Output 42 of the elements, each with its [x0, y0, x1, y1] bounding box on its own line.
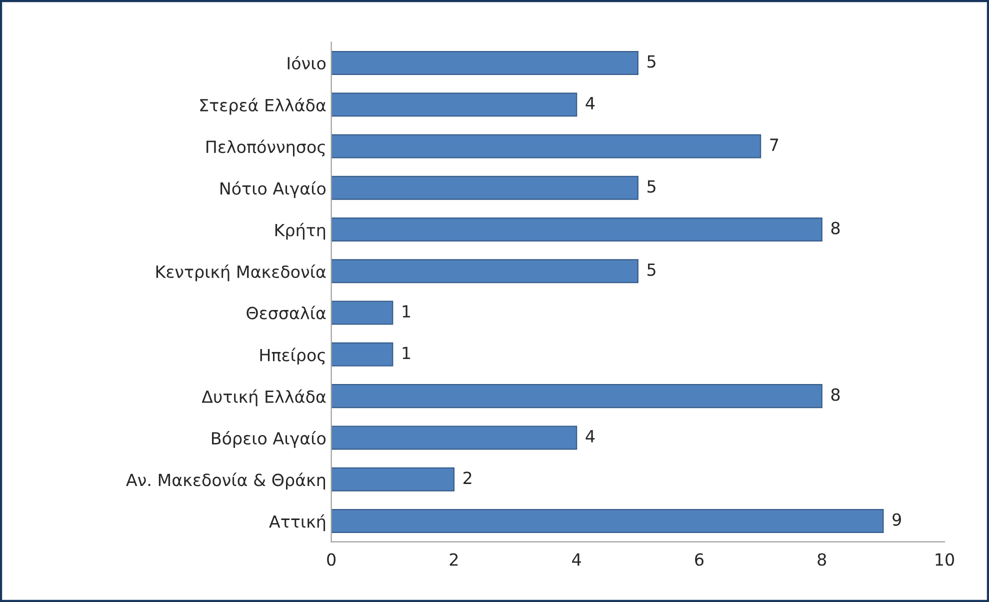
bar	[331, 218, 822, 242]
data-label: 5	[648, 264, 656, 276]
bar	[331, 92, 578, 117]
x-tick-label: 0	[327, 553, 336, 566]
y-tick-label: Στερεά Ελλάδα	[200, 98, 326, 115]
y-tick-label: Κρήτη	[275, 222, 326, 240]
bar	[331, 467, 455, 492]
x-tick-label: 8	[818, 553, 826, 566]
data-label: 5	[648, 55, 656, 68]
data-label: 1	[402, 346, 410, 360]
data-label: 4	[586, 430, 595, 442]
y-tick-label: Δυτική Ελλάδα	[202, 389, 326, 406]
x-tick-label: 10	[936, 553, 954, 566]
bar	[331, 426, 578, 450]
data-label: 1	[402, 305, 410, 318]
bar	[331, 176, 638, 200]
bar	[331, 508, 884, 533]
data-label: 7	[770, 138, 778, 151]
x-tick-label: 6	[695, 553, 704, 566]
y-tick-label: Αν. Μακεδονία & Θράκη	[126, 472, 326, 490]
y-tick-label: Βόρειο Αιγαίο	[212, 431, 326, 448]
data-label: 5	[648, 180, 656, 193]
bar	[331, 134, 762, 158]
y-tick-label: Νότιο Αιγαίο	[220, 181, 326, 198]
x-tick-label: 2	[450, 553, 458, 566]
y-tick-label: Ιόνιο	[288, 56, 326, 70]
data-label: 8	[831, 222, 840, 234]
data-label: 2	[464, 472, 472, 484]
y-tick-label: Πελοπόννησος	[206, 140, 325, 156]
data-label: 4	[586, 97, 595, 110]
bar	[331, 384, 822, 408]
y-tick-label: Κεντρική Μακεδονία	[156, 264, 326, 282]
bar	[331, 259, 638, 284]
y-tick-label: Ηπείρος	[260, 348, 325, 365]
data-label: 8	[831, 388, 840, 401]
bar	[331, 342, 394, 366]
bar	[331, 50, 638, 75]
data-label: 9	[892, 513, 901, 526]
y-tick-label: Θεσσαλία	[246, 306, 326, 320]
bar	[331, 300, 394, 325]
x-tick-label: 4	[572, 553, 581, 566]
y-tick-label: Αττική	[269, 514, 326, 532]
